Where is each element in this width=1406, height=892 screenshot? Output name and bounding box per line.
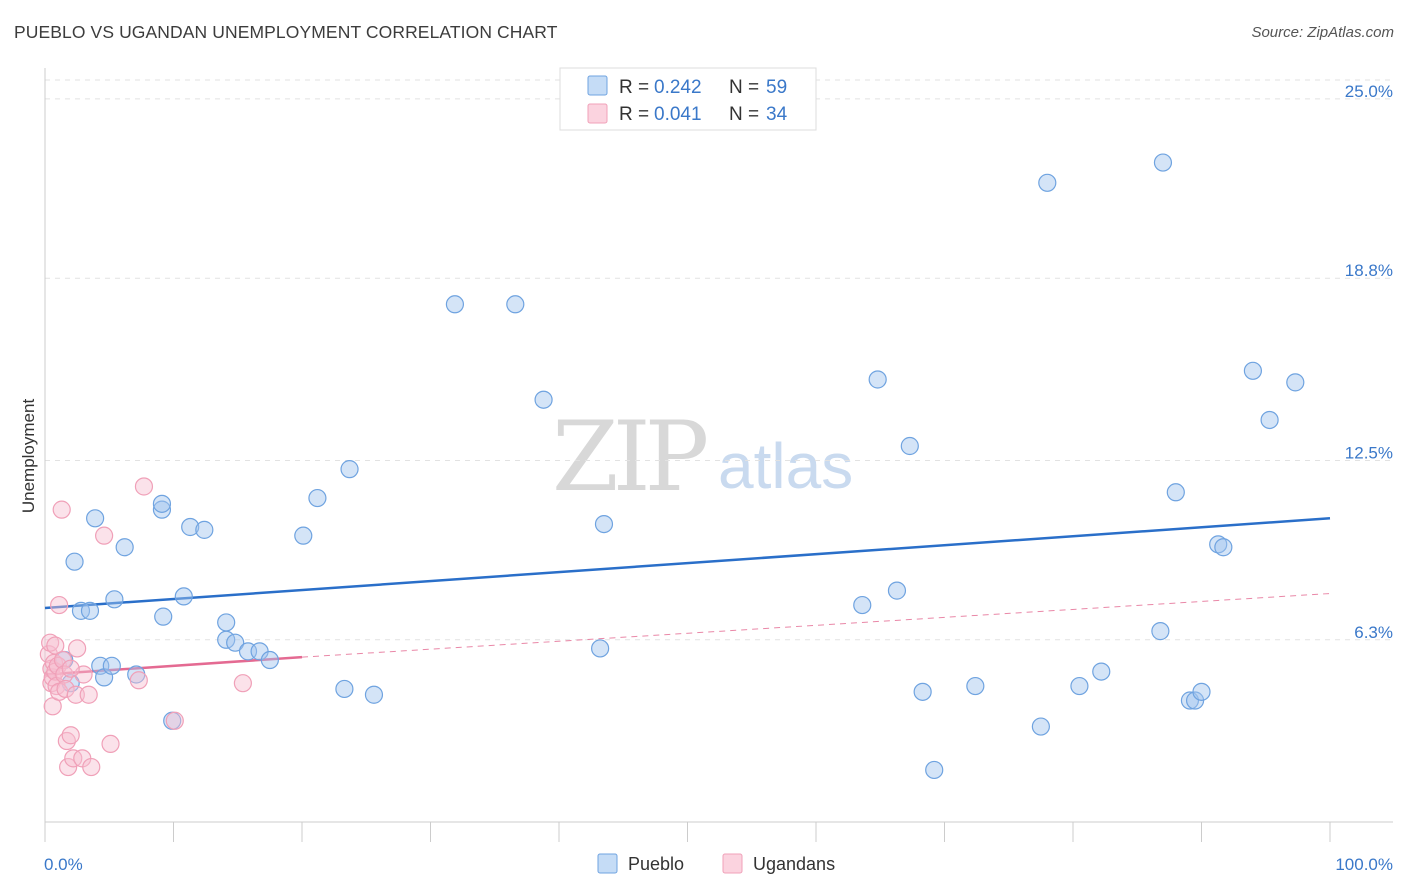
point-ugandans [95,526,114,545]
point-pueblo [1092,662,1111,681]
point-ugandans [165,711,184,730]
point-ugandans [46,636,65,655]
point-pueblo [308,488,327,508]
point-ugandans [129,671,148,690]
legend-n-value-pueblo: 59 [766,77,787,98]
point-pueblo [594,514,614,534]
point-pueblo [174,587,193,606]
point-pueblo [260,650,279,670]
point-pueblo [534,390,553,409]
point-pueblo [1209,535,1228,554]
point-ugandans [61,659,80,678]
point-pueblo [217,613,236,632]
point-ugandans [101,734,120,754]
trend-line-extended-ugandans [301,593,1331,658]
point-ugandans [82,757,101,777]
trend-line-pueblo [44,517,1331,610]
point-ugandans [134,477,154,496]
y-tick-label: 18.8% [1345,261,1393,280]
point-ugandans [41,633,60,652]
watermark: ZIP atlas [552,401,853,513]
point-ugandans [233,674,252,693]
point-ugandans [52,500,71,519]
point-pueblo [887,581,907,600]
point-pueblo [152,500,172,519]
bottom-legend-swatch-pueblo [597,853,618,874]
point-pueblo [868,370,887,389]
legend-r-value-ugandans: 0.041 [654,104,702,125]
legend-r-label-ugandans: R = [619,104,649,125]
point-pueblo [966,676,985,696]
point-ugandans [79,685,98,704]
legend-swatch-ugandans [587,103,608,124]
point-pueblo [86,509,105,528]
x-tick-label-min: 0.0% [44,855,83,874]
bottom-legend-label-ugandans: Ugandans [753,854,835,874]
data-points [39,153,1305,780]
point-pueblo [925,760,944,780]
point-pueblo [364,685,384,704]
legend-n-label-pueblo: N = [729,77,759,98]
legend-r-value-pueblo: 0.242 [654,77,702,98]
point-ugandans [50,595,69,615]
point-pueblo [1214,538,1233,557]
y-tick-label: 25.0% [1345,82,1393,101]
point-pueblo [152,494,172,513]
point-pueblo [1192,682,1211,701]
y-axis-label: Unemployment [19,399,38,514]
gridlines [45,79,1393,641]
axes [44,68,1393,842]
point-ugandans [59,757,78,777]
point-pueblo [195,520,214,539]
point-pueblo [1260,410,1279,430]
point-ugandans [56,679,75,699]
y-tick-label: 12.5% [1345,443,1393,462]
point-pueblo [335,679,354,699]
point-pueblo [1031,717,1050,736]
watermark-zip: ZIP [552,401,707,513]
point-pueblo [900,436,919,456]
source-label: Source: ZipAtlas.com [1251,24,1394,41]
legend-box: R = 0.242 N = 59 R = 0.041 N = 34 [559,67,817,131]
point-ugandans [61,726,80,745]
point-pueblo [1038,173,1057,192]
point-ugandans [68,639,87,658]
legend-swatch-pueblo [587,75,608,96]
point-pueblo [445,295,465,314]
point-pueblo [115,538,134,557]
point-pueblo [65,552,84,571]
point-pueblo [340,460,359,479]
point-pueblo [294,526,313,545]
point-pueblo [913,682,932,701]
legend-r-label-pueblo: R = [619,77,649,98]
point-pueblo [1286,373,1305,392]
y-tick-labels: 6.3% 12.5% 18.8% 25.0% [1345,82,1393,642]
point-pueblo [181,517,200,537]
point-pueblo [226,633,245,652]
bottom-legend-label-pueblo: Pueblo [628,854,684,874]
point-pueblo [1166,483,1185,502]
point-pueblo [591,639,610,658]
point-pueblo [1070,676,1089,696]
point-pueblo [102,656,121,675]
point-pueblo [1153,153,1173,172]
point-pueblo [80,601,100,620]
point-pueblo [853,595,872,615]
point-pueblo [154,607,173,626]
point-ugandans [66,685,85,704]
legend-n-label-ugandans: N = [729,104,759,125]
bottom-legend-swatch-ugandans [722,853,743,874]
legend-n-value-ugandans: 34 [766,104,788,125]
chart-title: PUEBLO VS UGANDAN UNEMPLOYMENT CORRELATI… [14,22,558,42]
x-tick-label-max: 100.0% [1335,855,1393,874]
bottom-legend: Pueblo Ugandans [597,853,835,874]
point-pueblo [506,295,525,314]
watermark-atlas: atlas [718,430,853,502]
point-pueblo [1151,622,1170,641]
point-pueblo [1243,361,1263,380]
point-pueblo [105,590,124,609]
y-tick-label: 6.3% [1354,623,1393,642]
